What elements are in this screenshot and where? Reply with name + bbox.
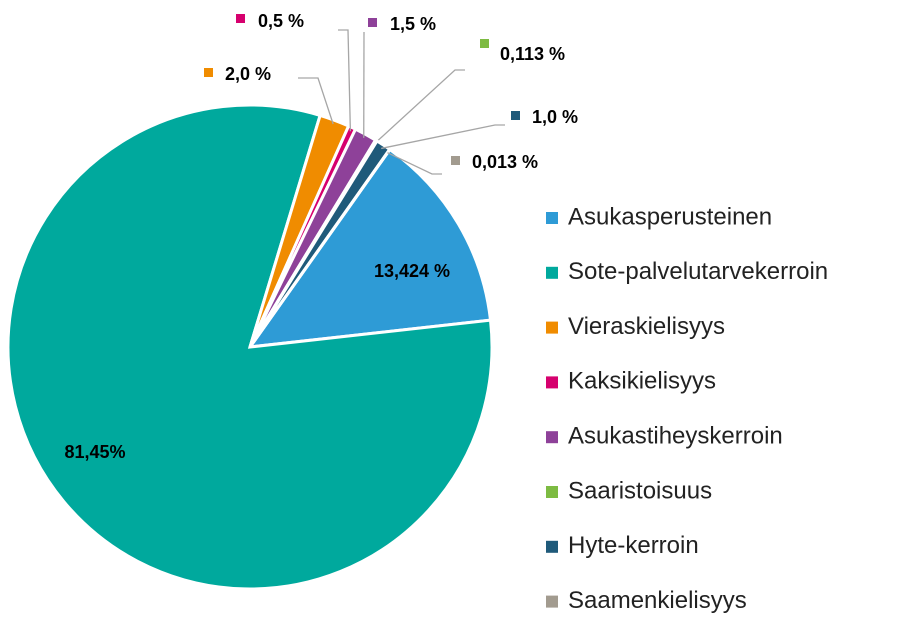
legend-marker <box>546 376 558 389</box>
legend-marker <box>546 321 558 334</box>
value-label: 13,424 % <box>374 261 450 281</box>
leader-line <box>338 29 352 132</box>
label-marker <box>236 14 245 23</box>
legend-label: Sote-palvelutarvekerroin <box>568 258 828 285</box>
legend-marker <box>546 431 558 444</box>
leader-line <box>298 77 334 125</box>
value-label: 1,5 % <box>390 14 436 34</box>
legend-marker <box>546 540 558 553</box>
label-marker <box>480 39 489 48</box>
legend-label: Hyte-kerroin <box>568 532 699 559</box>
value-label: 2,0 % <box>225 64 271 84</box>
legend-label: Saamenkielisyys <box>568 587 747 614</box>
legend-marker <box>546 595 558 608</box>
legend-label: Kaksikielisyys <box>568 368 716 395</box>
value-label: 81,45% <box>64 442 125 462</box>
label-marker <box>511 111 520 120</box>
legend-label: Saaristoisuus <box>568 477 712 504</box>
legend-label: Asukastiheyskerroin <box>568 423 783 450</box>
legend-marker <box>546 486 558 498</box>
leader-line <box>373 69 465 145</box>
legend-marker <box>546 266 558 279</box>
legend-marker <box>546 212 558 224</box>
leader-line <box>387 152 442 175</box>
pie-slice <box>248 147 392 348</box>
legend-label: Asukasperusteinen <box>568 203 772 230</box>
label-marker <box>451 156 460 165</box>
label-marker <box>368 18 377 27</box>
value-label: 0,013 % <box>472 152 538 172</box>
value-label: 1,0 % <box>532 107 578 127</box>
legend-label: Vieraskielisyys <box>568 313 725 340</box>
value-label: 0,113 % <box>500 44 565 64</box>
value-label: 0,5 % <box>258 11 304 31</box>
label-marker <box>204 68 213 77</box>
leader-line <box>381 124 505 150</box>
